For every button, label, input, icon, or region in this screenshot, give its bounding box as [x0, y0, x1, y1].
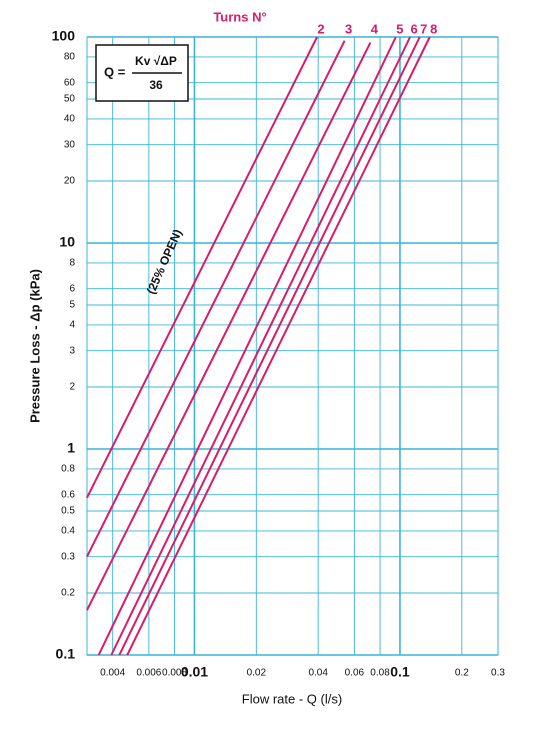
- x-tick-label: 0.006: [136, 668, 161, 679]
- y-tick-label: 40: [64, 114, 76, 125]
- x-tick-label: 0.02: [247, 668, 267, 679]
- x-tick-label: 0.3: [491, 668, 505, 679]
- y-tick-label: 0.8: [61, 464, 75, 475]
- x-tick-label: 0.008: [162, 668, 187, 679]
- formula-lhs: Q =: [104, 64, 126, 79]
- x-tick-label: 0.06: [345, 668, 365, 679]
- y-tick-label: 60: [64, 77, 76, 88]
- legend-label: 6: [410, 21, 417, 36]
- formula-numerator: Kv √ΔP: [135, 54, 177, 68]
- y-tick-label: 0.3: [61, 551, 75, 562]
- legend-label: 4: [371, 21, 379, 36]
- y-axis-label: Pressure Loss - Δp (kPa): [27, 269, 42, 423]
- series-line: [118, 36, 421, 656]
- y-tick-label: 50: [64, 94, 76, 105]
- y-tick-label: 20: [64, 176, 76, 187]
- y-tick-label: 30: [64, 139, 76, 150]
- series-line: [86, 40, 346, 558]
- legend-label: 2: [317, 21, 324, 36]
- y-tick-label: 10: [59, 234, 75, 250]
- y-tick-label: 3: [69, 345, 75, 356]
- series-line: [86, 42, 372, 611]
- series-line: [126, 36, 431, 656]
- y-tick-label: 0.1: [56, 646, 76, 662]
- y-tick-label: 1: [67, 440, 75, 456]
- legend-label: 7: [420, 21, 427, 36]
- y-tick-label: 6: [69, 283, 75, 294]
- y-tick-label: 0.2: [61, 588, 75, 599]
- grid: [87, 36, 499, 656]
- series-line: [110, 36, 411, 656]
- x-tick-label: 0.004: [100, 668, 125, 679]
- y-tick-label: 4: [69, 320, 75, 331]
- y-tick-label: 5: [69, 300, 75, 311]
- y-tick-label: 0.5: [61, 506, 75, 517]
- legend-label: 8: [430, 21, 437, 36]
- y-tick-label: 8: [69, 258, 75, 269]
- y-tick-label: 2: [69, 382, 75, 393]
- y-tick-label: 0.4: [61, 526, 75, 537]
- legend-title: Turns N°: [213, 9, 266, 24]
- x-tick-label: 0.08: [370, 668, 390, 679]
- x-tick-label: 0.1: [390, 664, 410, 680]
- x-axis-label: Flow rate - Q (l/s): [242, 691, 342, 706]
- y-tick-label: 0.6: [61, 489, 75, 500]
- formula-denominator: 36: [149, 78, 163, 92]
- series-line: [97, 36, 397, 656]
- legend-label: 5: [396, 21, 403, 36]
- x-tick-label: 0.01: [181, 664, 208, 680]
- series-line: [86, 36, 318, 499]
- lines: [86, 36, 431, 656]
- y-tick-label: 100: [52, 28, 76, 44]
- x-tick-label: 0.2: [455, 668, 469, 679]
- x-tick-label: 0.04: [308, 668, 328, 679]
- plot-area: [86, 36, 499, 656]
- y-tick-label: 80: [64, 52, 76, 63]
- legend-label: 3: [345, 21, 352, 36]
